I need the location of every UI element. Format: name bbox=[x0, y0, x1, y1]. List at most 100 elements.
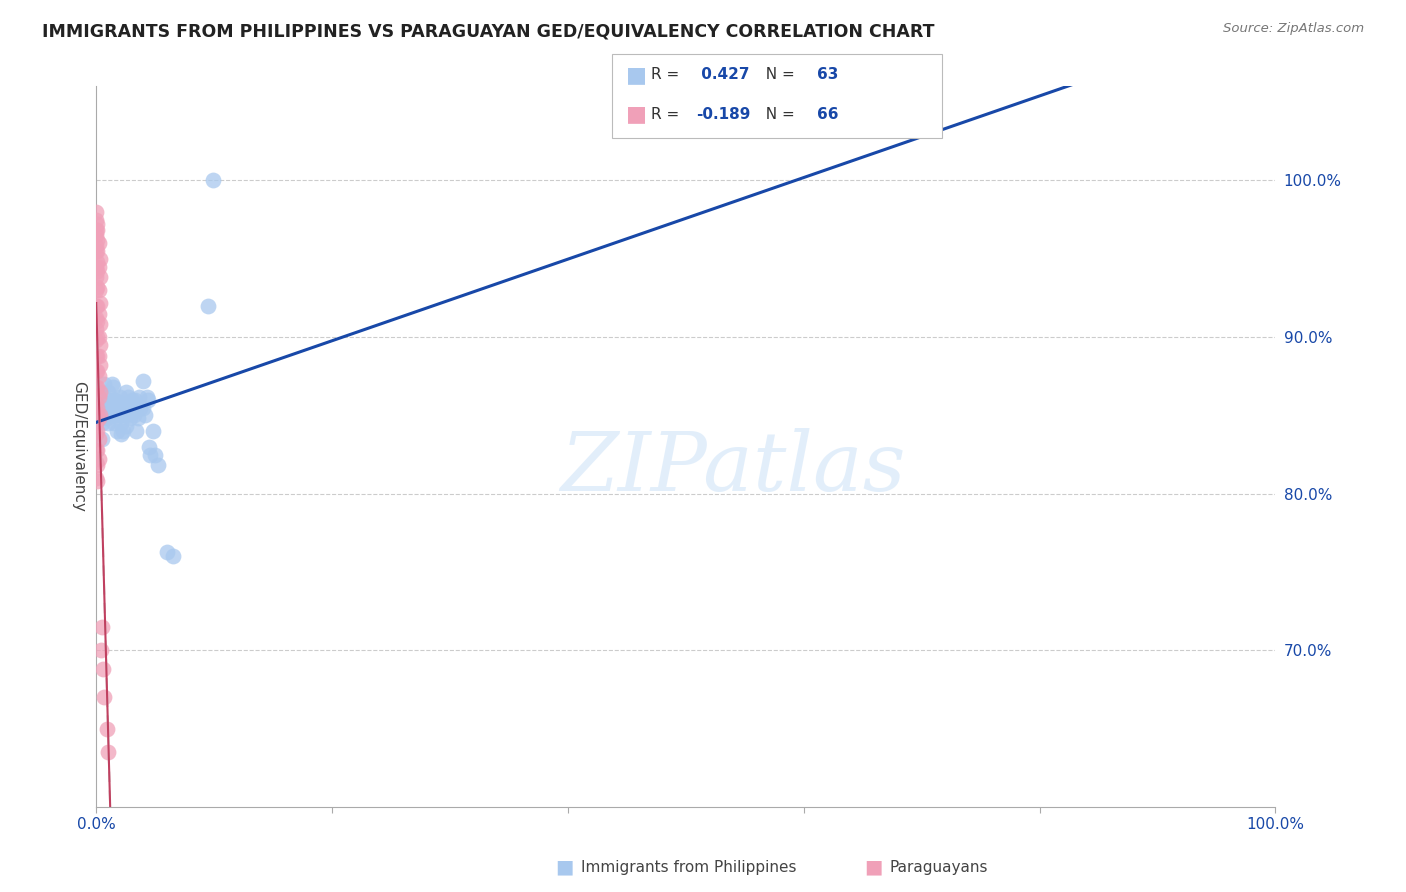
Text: Immigrants from Philippines: Immigrants from Philippines bbox=[581, 860, 796, 874]
Point bbox=[121, 392, 143, 407]
Point bbox=[110, 416, 132, 430]
Point bbox=[89, 252, 111, 266]
Point bbox=[162, 549, 184, 564]
Text: ■: ■ bbox=[555, 857, 574, 877]
Point bbox=[86, 474, 108, 488]
Point bbox=[114, 419, 136, 434]
Point bbox=[97, 416, 120, 430]
Point bbox=[84, 223, 107, 237]
Point bbox=[87, 306, 110, 320]
Point bbox=[105, 401, 128, 415]
Point bbox=[89, 318, 111, 332]
Point bbox=[87, 369, 110, 384]
Point bbox=[112, 401, 135, 415]
Point bbox=[84, 322, 107, 336]
Point bbox=[121, 396, 143, 410]
Point bbox=[84, 364, 107, 378]
Point bbox=[97, 384, 120, 399]
Point bbox=[84, 403, 107, 417]
Point bbox=[84, 311, 107, 326]
Point bbox=[93, 390, 115, 404]
Point bbox=[125, 401, 148, 415]
Point bbox=[87, 452, 110, 467]
Text: Paraguayans: Paraguayans bbox=[890, 860, 988, 874]
Point bbox=[156, 544, 179, 558]
Point bbox=[87, 235, 110, 250]
Point bbox=[89, 295, 111, 310]
Point bbox=[118, 401, 141, 415]
Point bbox=[84, 380, 107, 394]
Point bbox=[86, 442, 108, 457]
Point bbox=[96, 722, 118, 736]
Point bbox=[91, 403, 114, 417]
Point bbox=[84, 299, 107, 313]
Text: ■: ■ bbox=[626, 65, 647, 85]
Point bbox=[86, 264, 108, 278]
Point bbox=[111, 396, 134, 410]
Point bbox=[136, 390, 159, 404]
Point bbox=[87, 260, 110, 274]
Point bbox=[139, 448, 162, 462]
Point bbox=[108, 409, 131, 423]
Point bbox=[127, 411, 149, 425]
Point bbox=[86, 364, 108, 378]
Point bbox=[89, 270, 111, 285]
Point bbox=[128, 390, 150, 404]
Point bbox=[89, 384, 111, 399]
Point bbox=[84, 405, 107, 419]
Point bbox=[86, 314, 108, 328]
Point bbox=[84, 333, 107, 347]
Point bbox=[201, 173, 224, 187]
Point bbox=[112, 424, 135, 438]
Point bbox=[86, 330, 108, 344]
Point bbox=[93, 401, 115, 415]
Point bbox=[107, 396, 129, 410]
Point bbox=[89, 358, 111, 372]
Point bbox=[84, 471, 107, 485]
Point bbox=[89, 338, 111, 352]
Text: ■: ■ bbox=[626, 104, 647, 125]
Point bbox=[86, 424, 108, 438]
Point bbox=[93, 377, 115, 392]
Point bbox=[122, 409, 145, 423]
Text: -0.189: -0.189 bbox=[696, 107, 751, 122]
Text: R =: R = bbox=[651, 67, 685, 82]
Point bbox=[86, 280, 108, 294]
Point bbox=[87, 283, 110, 297]
Point bbox=[86, 299, 108, 313]
Point bbox=[125, 424, 148, 438]
Point bbox=[84, 442, 107, 457]
Point bbox=[136, 392, 159, 407]
Point bbox=[84, 416, 107, 430]
Text: IMMIGRANTS FROM PHILIPPINES VS PARAGUAYAN GED/EQUIVALENCY CORRELATION CHART: IMMIGRANTS FROM PHILIPPINES VS PARAGUAYA… bbox=[42, 22, 935, 40]
Point bbox=[197, 299, 219, 313]
Point bbox=[86, 458, 108, 473]
Text: N =: N = bbox=[756, 67, 800, 82]
Point bbox=[86, 349, 108, 363]
Point bbox=[132, 374, 155, 388]
Point bbox=[94, 396, 117, 410]
Point bbox=[84, 260, 107, 274]
Point bbox=[100, 405, 122, 419]
Point bbox=[93, 690, 115, 705]
Point bbox=[84, 228, 107, 243]
Point bbox=[87, 432, 110, 446]
Point bbox=[84, 204, 107, 219]
Point bbox=[96, 411, 118, 425]
Point bbox=[86, 401, 108, 415]
Point bbox=[115, 396, 138, 410]
Point bbox=[104, 392, 127, 407]
Point bbox=[91, 620, 114, 634]
Text: N =: N = bbox=[756, 107, 800, 122]
Point bbox=[101, 380, 124, 394]
Text: 63: 63 bbox=[817, 67, 838, 82]
Point bbox=[86, 380, 108, 394]
Point bbox=[91, 432, 114, 446]
Point bbox=[114, 409, 136, 423]
Point bbox=[134, 409, 156, 423]
Point bbox=[89, 409, 111, 423]
Point bbox=[94, 409, 117, 423]
Point bbox=[114, 384, 136, 399]
Point bbox=[104, 409, 127, 423]
Point bbox=[91, 662, 114, 676]
